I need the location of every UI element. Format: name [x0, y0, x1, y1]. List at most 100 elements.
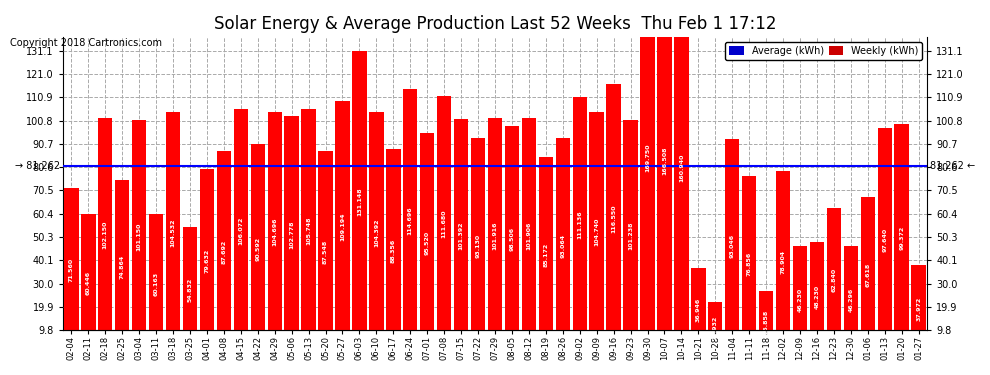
Text: 54.832: 54.832	[187, 278, 192, 302]
Bar	[759, 291, 773, 353]
Bar	[572, 97, 587, 353]
Text: 111.680: 111.680	[442, 210, 446, 238]
Bar	[725, 138, 740, 353]
Bar	[301, 109, 316, 353]
Text: 71.560: 71.560	[69, 258, 74, 282]
Text: 46.230: 46.230	[798, 288, 803, 312]
Text: 74.864: 74.864	[120, 255, 125, 279]
Text: 62.840: 62.840	[832, 268, 837, 292]
Bar	[607, 84, 621, 353]
Bar	[708, 302, 723, 353]
Text: 98.506: 98.506	[510, 227, 515, 251]
Text: 104.696: 104.696	[272, 218, 277, 246]
Bar	[674, 0, 689, 353]
Bar	[471, 138, 485, 353]
Text: 104.532: 104.532	[170, 218, 175, 247]
Text: 101.150: 101.150	[137, 222, 142, 251]
Text: 111.136: 111.136	[577, 210, 582, 239]
Text: 101.392: 101.392	[458, 222, 463, 250]
Bar	[250, 144, 265, 353]
Text: 97.640: 97.640	[882, 228, 887, 252]
Text: 102.150: 102.150	[103, 221, 108, 249]
Bar	[420, 133, 435, 353]
Text: 81.262 ←: 81.262 ←	[930, 160, 975, 171]
Bar	[539, 157, 553, 353]
Text: → 81.262: → 81.262	[15, 160, 60, 171]
Bar	[352, 51, 366, 353]
Text: 93.046: 93.046	[730, 234, 735, 258]
Title: Solar Energy & Average Production Last 52 Weeks  Thu Feb 1 17:12: Solar Energy & Average Production Last 5…	[214, 15, 776, 33]
Bar	[810, 242, 824, 353]
Bar	[912, 266, 926, 353]
Bar	[624, 120, 638, 353]
Bar	[860, 197, 875, 353]
Text: 116.550: 116.550	[611, 204, 616, 233]
Bar	[98, 118, 113, 353]
Bar	[267, 112, 282, 353]
Text: 87.548: 87.548	[323, 240, 328, 264]
Bar	[641, 0, 654, 353]
Text: 48.230: 48.230	[815, 285, 820, 309]
Text: 102.778: 102.778	[289, 220, 294, 249]
Text: 85.172: 85.172	[544, 243, 548, 267]
Text: 90.592: 90.592	[255, 236, 260, 261]
Bar	[336, 101, 349, 353]
Bar	[217, 151, 231, 353]
Bar	[488, 118, 502, 353]
Text: 169.750: 169.750	[645, 143, 650, 172]
Bar	[827, 208, 842, 353]
Bar	[166, 112, 180, 353]
Bar	[148, 214, 163, 353]
Bar	[386, 149, 401, 353]
Text: Copyright 2018 Cartronics.com: Copyright 2018 Cartronics.com	[10, 38, 162, 48]
Bar	[183, 226, 197, 353]
Bar	[793, 246, 807, 353]
Text: 88.356: 88.356	[391, 239, 396, 263]
Text: 104.740: 104.740	[594, 218, 599, 246]
Text: 67.618: 67.618	[865, 263, 870, 287]
Text: 160.940: 160.940	[679, 153, 684, 182]
Bar	[115, 180, 130, 353]
Text: 78.904: 78.904	[780, 250, 785, 274]
Bar	[64, 188, 78, 353]
Text: 26.858: 26.858	[763, 310, 768, 334]
Bar	[81, 214, 95, 353]
Bar	[319, 151, 333, 353]
Text: 76.856: 76.856	[746, 252, 751, 276]
Text: 114.696: 114.696	[408, 206, 413, 235]
Legend: Average (kWh), Weekly (kWh): Average (kWh), Weekly (kWh)	[726, 42, 923, 60]
Text: 95.520: 95.520	[425, 231, 430, 255]
Text: 37.972: 37.972	[916, 297, 921, 321]
Text: 93.064: 93.064	[560, 234, 565, 258]
Bar	[742, 176, 756, 353]
Bar	[505, 126, 519, 353]
Text: 101.906: 101.906	[527, 221, 532, 250]
Text: 105.748: 105.748	[306, 217, 311, 245]
Text: 60.446: 60.446	[86, 271, 91, 295]
Text: 101.916: 101.916	[492, 221, 498, 250]
Text: 101.238: 101.238	[628, 222, 633, 251]
Bar	[234, 108, 248, 353]
Bar	[403, 88, 418, 353]
Bar	[437, 96, 451, 353]
Text: 36.946: 36.946	[696, 298, 701, 322]
Bar	[657, 0, 671, 353]
Text: 106.072: 106.072	[239, 216, 244, 245]
Bar	[555, 138, 570, 353]
Text: 46.296: 46.296	[848, 287, 853, 312]
Bar	[877, 128, 892, 353]
Bar	[589, 112, 604, 353]
Text: 87.692: 87.692	[222, 240, 227, 264]
Text: 21.932: 21.932	[713, 315, 718, 340]
Bar	[522, 118, 537, 353]
Text: 60.163: 60.163	[153, 272, 158, 296]
Text: 99.372: 99.372	[899, 226, 904, 251]
Text: 79.632: 79.632	[205, 249, 210, 273]
Bar	[776, 171, 790, 353]
Text: 131.148: 131.148	[357, 188, 362, 216]
Bar	[132, 120, 147, 353]
Bar	[895, 124, 909, 353]
Bar	[843, 246, 858, 353]
Bar	[369, 112, 383, 353]
Bar	[200, 170, 214, 353]
